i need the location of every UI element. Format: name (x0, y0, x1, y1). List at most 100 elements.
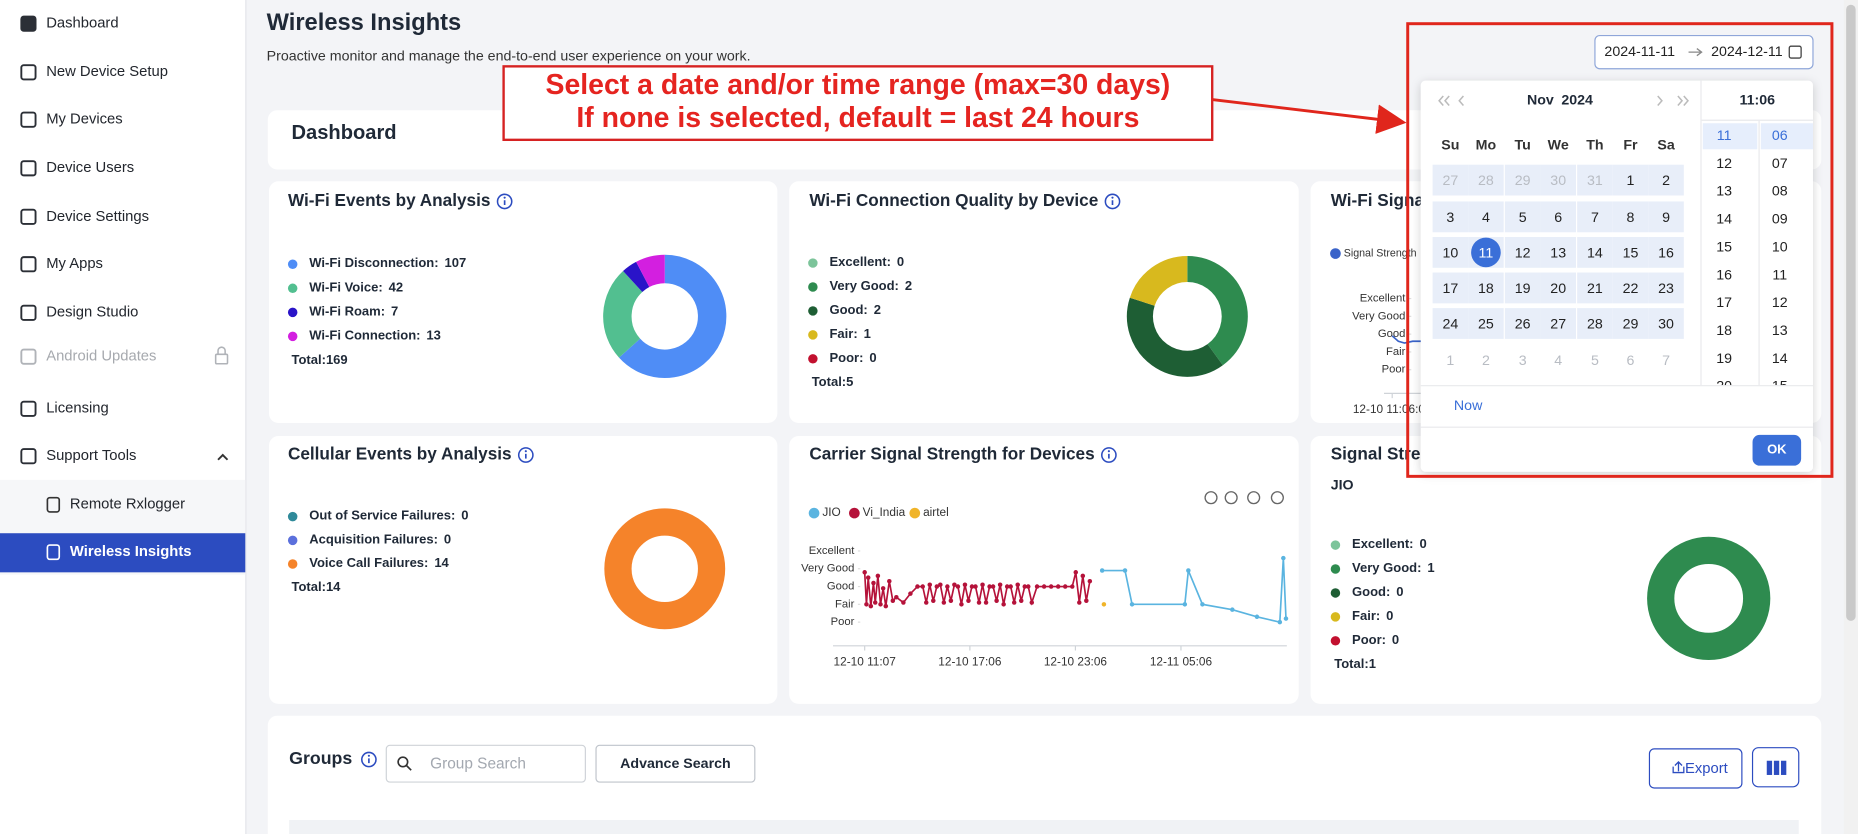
advance-search-button[interactable] (595, 744, 756, 783)
day[interactable]: 27 (1550, 316, 1566, 332)
hour[interactable]: 12 (1716, 156, 1732, 172)
day[interactable]: 8 (1627, 210, 1635, 226)
info-icon[interactable] (1104, 193, 1121, 210)
date-range-input[interactable] (1594, 34, 1814, 70)
hour[interactable]: 14 (1716, 212, 1732, 228)
day[interactable]: 18 (1478, 281, 1494, 297)
info-icon[interactable] (1101, 447, 1117, 463)
nav-chevron[interactable] (1657, 95, 1663, 106)
export-icon (1672, 761, 1685, 774)
day[interactable]: 20 (1550, 281, 1566, 297)
day[interactable]: 26 (1515, 316, 1531, 332)
menu-item[interactable]: Android Updates (46, 349, 156, 365)
day[interactable]: 19 (1515, 281, 1531, 297)
export-button[interactable] (1648, 748, 1743, 789)
minute[interactable]: 11 (1772, 267, 1787, 283)
menu-item[interactable]: Licensing (46, 401, 109, 417)
chart-tool-icon[interactable] (1270, 491, 1284, 505)
menu-item[interactable]: Design Studio (46, 305, 138, 321)
hour[interactable]: 17 (1716, 295, 1732, 311)
ok-button[interactable] (1752, 434, 1802, 466)
day[interactable]: 28 (1587, 316, 1603, 332)
day[interactable]: 16 (1658, 245, 1674, 261)
now-link[interactable]: Now (1454, 398, 1483, 414)
minute[interactable]: 15 (1772, 379, 1788, 395)
day[interactable]: 5 (1591, 353, 1599, 369)
hour[interactable]: 19 (1716, 351, 1732, 367)
hour[interactable]: 13 (1716, 184, 1732, 200)
day[interactable]: 30 (1550, 173, 1566, 189)
day[interactable]: 5 (1519, 210, 1527, 226)
minute[interactable]: 12 (1772, 295, 1788, 311)
menu-item[interactable]: New Device Setup (46, 64, 168, 80)
menu-item[interactable]: Device Users (46, 160, 134, 176)
day[interactable]: 29 (1515, 173, 1531, 189)
info-icon[interactable] (517, 447, 534, 463)
chart-tool-icon[interactable] (1247, 491, 1261, 505)
menu-item[interactable]: Dashboard (46, 16, 118, 32)
minute[interactable]: 06 (1772, 128, 1788, 144)
minute[interactable]: 13 (1772, 323, 1788, 339)
day[interactable]: 27 (1442, 173, 1458, 189)
day[interactable]: 22 (1623, 281, 1639, 297)
chevron-up[interactable] (217, 453, 229, 461)
hour[interactable]: 16 (1716, 267, 1732, 283)
minute[interactable]: 08 (1772, 184, 1788, 200)
day[interactable]: 12 (1515, 245, 1531, 261)
day[interactable]: 31 (1587, 173, 1603, 189)
menu-item[interactable]: Support Tools (46, 448, 136, 464)
day[interactable]: 2 (1662, 173, 1670, 189)
day[interactable]: 13 (1550, 245, 1566, 261)
minute[interactable]: 07 (1772, 156, 1788, 172)
day[interactable]: 14 (1587, 245, 1603, 261)
day[interactable]: 15 (1623, 245, 1639, 261)
scrollbar-thumb[interactable] (1846, 4, 1856, 621)
menu-item[interactable]: My Devices (46, 112, 122, 128)
minute[interactable]: 14 (1772, 351, 1788, 367)
day[interactable]: 7 (1591, 210, 1599, 226)
year[interactable]: 2024 (1561, 92, 1593, 108)
day[interactable]: 21 (1587, 281, 1603, 297)
info-icon[interactable] (361, 751, 377, 768)
day[interactable]: 17 (1442, 281, 1458, 297)
month[interactable]: Nov (1527, 92, 1554, 108)
menu-item[interactable]: My Apps (46, 256, 103, 272)
nav-chevron[interactable] (1438, 95, 1444, 106)
chart-tool-icon[interactable] (1204, 491, 1218, 505)
nav-chevron[interactable] (1683, 95, 1689, 106)
nav-chevron[interactable] (1444, 95, 1450, 106)
day[interactable]: 25 (1478, 316, 1494, 332)
day[interactable]: 24 (1442, 316, 1458, 332)
minute[interactable]: 10 (1772, 239, 1788, 255)
day[interactable]: 6 (1554, 210, 1562, 226)
day[interactable]: 6 (1627, 353, 1635, 369)
day[interactable]: 2 (1482, 353, 1490, 369)
day[interactable]: 9 (1662, 210, 1670, 226)
day[interactable]: 4 (1482, 210, 1490, 226)
day[interactable]: 3 (1519, 353, 1527, 369)
menu-item[interactable]: Device Settings (46, 209, 149, 225)
day[interactable]: 7 (1662, 353, 1670, 369)
nav-chevron[interactable] (1458, 95, 1464, 106)
day[interactable]: 23 (1658, 281, 1674, 297)
search-box[interactable] (385, 744, 586, 783)
day[interactable]: 29 (1623, 316, 1639, 332)
day[interactable]: 4 (1554, 353, 1562, 369)
day[interactable]: 1 (1627, 173, 1635, 189)
day[interactable]: 28 (1478, 173, 1494, 189)
minute[interactable]: 09 (1772, 212, 1788, 228)
day[interactable]: 1 (1446, 353, 1454, 369)
day[interactable]: 11 (1479, 245, 1494, 261)
hour[interactable]: 15 (1716, 239, 1732, 255)
hour[interactable]: 11 (1717, 128, 1732, 144)
info-icon[interactable] (496, 193, 513, 210)
hour[interactable]: 20 (1716, 379, 1732, 395)
nav-chevron[interactable] (1677, 95, 1684, 106)
hour[interactable]: 18 (1716, 323, 1732, 339)
day[interactable]: 30 (1658, 316, 1674, 332)
day[interactable]: 3 (1446, 210, 1454, 226)
submenu-item[interactable]: Wireless Insights (70, 544, 192, 560)
submenu-item[interactable]: Remote Rxlogger (70, 497, 185, 513)
day[interactable]: 10 (1442, 245, 1458, 261)
chart-tool-icon[interactable] (1224, 491, 1238, 505)
